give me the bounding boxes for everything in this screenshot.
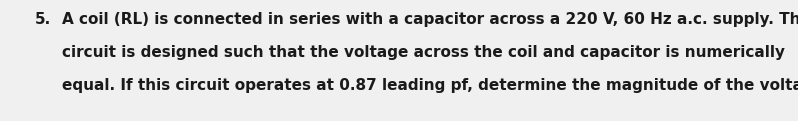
Text: 5.: 5. [35,12,51,27]
Text: A coil (RL) is connected in series with a capacitor across a 220 V, 60 Hz a.c. s: A coil (RL) is connected in series with … [62,12,798,27]
Text: equal. If this circuit operates at 0.87 leading pf, determine the magnitude of t: equal. If this circuit operates at 0.87 … [62,78,798,93]
Text: circuit is designed such that the voltage across the coil and capacitor is numer: circuit is designed such that the voltag… [62,45,785,60]
